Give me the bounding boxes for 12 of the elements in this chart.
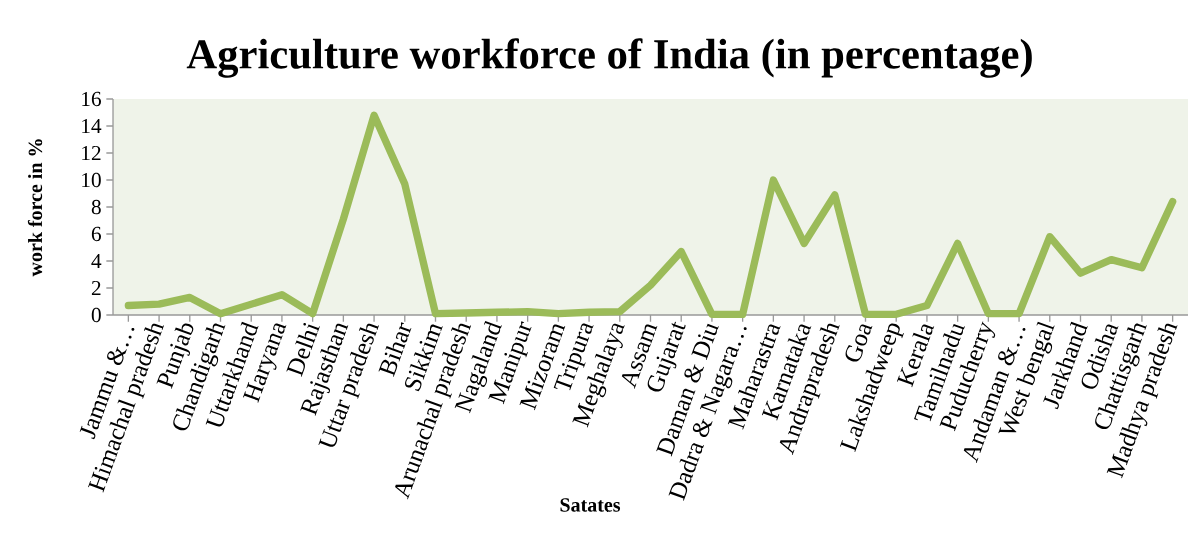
y-tick-label: 2 xyxy=(91,280,101,296)
y-tick-label: 12 xyxy=(82,145,101,161)
y-axis-title: work force in % xyxy=(27,139,43,277)
chart-title: Agriculture workforce of India (in percentage) xyxy=(186,38,1032,78)
y-tick-label: 8 xyxy=(91,199,101,215)
y-tick-label: 6 xyxy=(91,226,101,242)
x-axis-title: Satates xyxy=(560,498,621,512)
y-tick-label: 10 xyxy=(82,172,101,188)
y-tick-label: 14 xyxy=(82,118,102,134)
y-tick-label: 16 xyxy=(82,91,101,107)
y-tick-label: 0 xyxy=(91,307,101,323)
y-tick-label: 4 xyxy=(91,253,102,269)
